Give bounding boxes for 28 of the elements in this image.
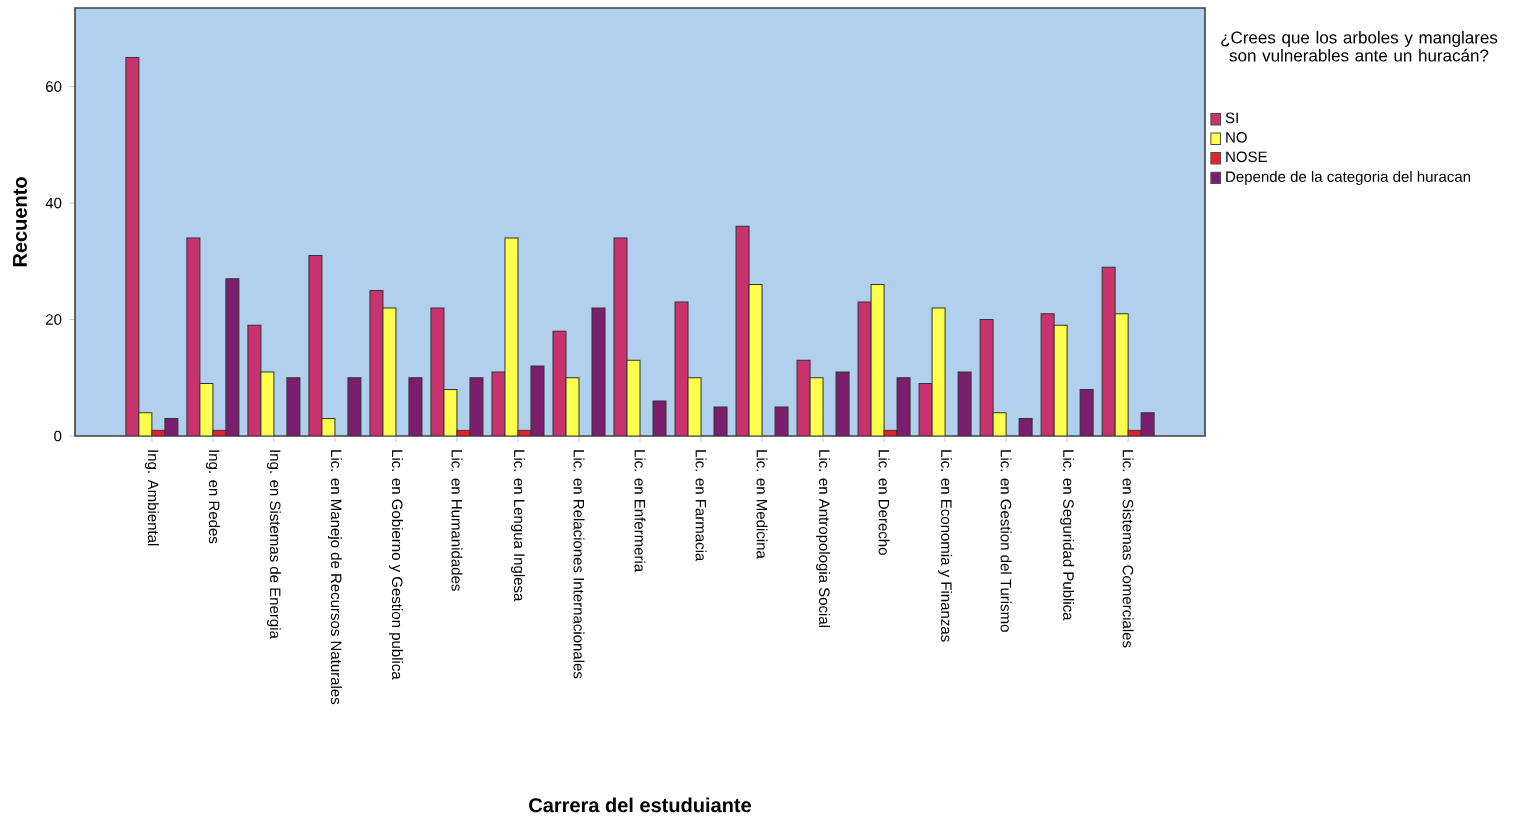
legend-label: NO: [1226, 132, 1247, 143]
legend-label: SI: [1225, 112, 1238, 124]
x-tick-label: Lic. en Sistemas Comerciales: [1122, 450, 1134, 648]
x-tick-label: Ing. en Sistemas de Energia: [266, 450, 281, 639]
x-tick-label: Lic. en Humanidades: [451, 450, 463, 591]
y-tick-label: 0: [54, 430, 62, 442]
legend-label: Depende de la categoria del huracan: [1226, 170, 1471, 185]
legend-title: ¿Crees que los arboles y manglares son vulnerables ante un huracán?: [1221, 31, 1498, 62]
x-tick-label: Lic. en Medicina: [756, 450, 768, 559]
y-tick-label: 20: [46, 314, 62, 325]
x-tick-label: Lic. en Antropologia Social: [816, 450, 831, 628]
x-tick-label: Lic. en Seguridad Publica: [1060, 450, 1075, 621]
x-tick-label: Lic. en Lengua Inglesa: [510, 450, 525, 602]
x-tick-label: Ing. Ambiental: [144, 450, 159, 546]
y-tick-label: 60: [46, 81, 62, 92]
x-tick-label: Lic. en Manejo de Recursos Naturales: [327, 450, 342, 705]
x-tick-label: Lic. en Gestion del Turismo: [1000, 450, 1012, 632]
x-axis-title: Carrera del estuduiante: [529, 797, 752, 813]
x-tick-label: Lic. en Economia y Finanzas: [938, 450, 953, 642]
y-tick-label: 40: [45, 197, 62, 209]
x-tick-label: Lic. en Gobierno y Gestion publica: [388, 450, 403, 680]
x-tick-label: Lic. en Derecho: [878, 450, 890, 555]
x-tick-label: Ing. en Redes: [205, 450, 220, 544]
y-axis-title: Recuento: [12, 177, 27, 267]
legend-label: NOSE: [1226, 151, 1267, 163]
x-tick-label: Lic. en Relaciones Internacionales: [573, 450, 585, 679]
x-tick-label: Lic. en Farmacia: [695, 450, 707, 562]
x-tick-label: Lic. en Enfermeria: [634, 450, 646, 573]
